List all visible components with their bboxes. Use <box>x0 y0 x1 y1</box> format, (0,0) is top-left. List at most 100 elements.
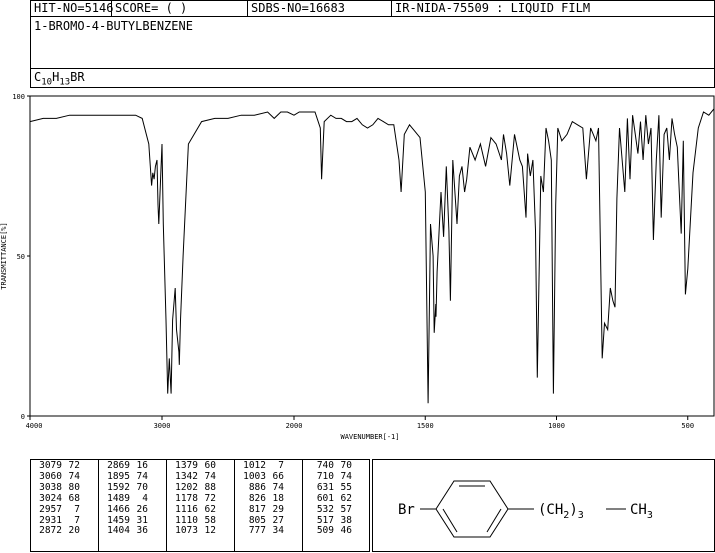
peak-wavenumber: 1489 <box>107 492 130 504</box>
peak-row: 1466 26 <box>102 503 148 516</box>
x-tick-label: 3000 <box>154 422 171 430</box>
peak-row: 710 74 <box>306 470 352 483</box>
peak-row: 886 74 <box>238 481 284 494</box>
peak-transmittance: 46 <box>340 525 352 537</box>
peak-row: 740 70 <box>306 460 352 472</box>
peak-row: 1592 70 <box>102 481 148 494</box>
peak-wavenumber: 1459 <box>107 514 130 526</box>
peak-wavenumber: 517 <box>316 514 334 526</box>
peak-wavenumber: 1202 <box>175 481 198 493</box>
ring-double-bond-2 <box>442 508 458 533</box>
peak-row: 1342 74 <box>170 470 216 483</box>
peak-wavenumber: 2957 <box>39 503 62 515</box>
peak-column: 1012 7 1003 66 886 74 826 18 817 29 805 27 777 34 <box>238 460 284 537</box>
x-tick-label: 4000 <box>26 422 43 430</box>
peak-transmittance: 18 <box>272 492 284 504</box>
ir-nida-method: IR-NIDA-75509 : LIQUID FILM <box>395 1 591 15</box>
peak-row: 3024 68 <box>34 492 80 505</box>
peak-table-sep-3 <box>234 459 235 552</box>
header-sep-3 <box>391 0 392 16</box>
peak-transmittance: 36 <box>136 525 148 537</box>
y-tick-label: 50 <box>17 253 25 261</box>
peak-transmittance: 57 <box>340 503 352 515</box>
peak-transmittance: 34 <box>272 525 284 537</box>
header-sep-2 <box>247 0 248 16</box>
peak-row: 2931 7 <box>34 514 80 527</box>
peak-row: 509 46 <box>306 526 352 537</box>
peak-transmittance: 16 <box>136 460 148 471</box>
peak-transmittance: 70 <box>136 481 148 493</box>
spectrum-line <box>29 108 715 404</box>
peak-column: 2869 16 1895 74 1592 70 1489 4 1466 26 1459 31 1404 3… <box>102 460 148 537</box>
peak-row: 2872 20 <box>34 526 80 537</box>
sdbs-number: SDBS-NO=16683 <box>251 1 345 15</box>
peak-wavenumber: 601 <box>316 492 334 504</box>
peak-wavenumber: 886 <box>248 481 266 493</box>
peak-row: 1379 60 <box>170 460 216 472</box>
score: SCORE= ( ) <box>115 1 188 15</box>
peak-wavenumber: 1895 <box>107 470 130 482</box>
peak-transmittance: 38 <box>340 514 352 526</box>
benzene-ring <box>435 480 509 538</box>
peak-transmittance: 88 <box>204 481 216 493</box>
peak-transmittance: 7 <box>278 460 284 471</box>
x-tick-label: 500 <box>681 422 694 430</box>
peak-transmittance: 66 <box>272 470 284 482</box>
peak-transmittance: 72 <box>204 492 216 504</box>
peak-transmittance: 74 <box>204 470 216 482</box>
peak-transmittance: 74 <box>68 470 80 482</box>
peak-row: 1003 66 <box>238 470 284 483</box>
peak-row: 1110 58 <box>170 514 216 527</box>
peak-wavenumber: 1003 <box>243 470 266 482</box>
peak-wavenumber: 1110 <box>175 514 198 526</box>
peak-row: 1489 4 <box>102 492 148 505</box>
peak-wavenumber: 1342 <box>175 470 198 482</box>
peak-row: 777 34 <box>238 526 284 537</box>
methyl-label: CH3 <box>630 502 653 521</box>
peak-row: 817 29 <box>238 504 284 516</box>
peak-wavenumber: 1379 <box>175 460 198 471</box>
peak-row: 517 38 <box>306 514 352 527</box>
peak-wavenumber: 1404 <box>107 525 130 537</box>
peak-column: 740 70 710 74 631 55 601 62 532 57 517 38 509 46 <box>306 460 352 537</box>
peak-wavenumber: 2872 <box>39 525 62 537</box>
peak-transmittance: 26 <box>136 503 148 515</box>
peak-row: 1178 72 <box>170 492 216 505</box>
peak-transmittance: 68 <box>68 492 80 504</box>
peak-table <box>30 459 370 552</box>
peak-row: 826 18 <box>238 492 284 505</box>
y-tick-label: 100 <box>12 93 25 101</box>
peak-transmittance: 4 <box>142 492 148 504</box>
peak-transmittance: 74 <box>340 470 352 482</box>
peak-row: 2957 7 <box>34 503 80 516</box>
peak-row: 2869 16 <box>102 460 148 472</box>
peak-transmittance: 31 <box>136 514 148 526</box>
peak-row: 3038 80 <box>34 481 80 494</box>
peak-wavenumber: 3079 <box>39 460 62 471</box>
peak-wavenumber: 509 <box>316 525 334 537</box>
peak-transmittance: 80 <box>68 481 80 493</box>
structure-diagram: Br (CH2)3 CH3 <box>398 480 653 538</box>
peak-wavenumber: 1073 <box>175 525 198 537</box>
peak-wavenumber: 777 <box>248 525 266 537</box>
peak-transmittance: 72 <box>68 460 80 471</box>
molecular-formula: C10H13BR <box>34 70 85 88</box>
peak-table-sep-2 <box>166 459 167 552</box>
peak-wavenumber: 1178 <box>175 492 198 504</box>
header-divider <box>30 16 715 17</box>
peak-transmittance: 60 <box>204 460 216 471</box>
peak-transmittance: 7 <box>74 503 80 515</box>
ring-double-bond-3 <box>486 508 502 533</box>
x-tick-label: 1000 <box>548 422 565 430</box>
peak-wavenumber: 2931 <box>39 514 62 526</box>
y-tick-label: 0 <box>21 413 25 421</box>
peak-wavenumber: 3038 <box>39 481 62 493</box>
peak-row: 601 62 <box>306 492 352 505</box>
peak-row: 631 55 <box>306 482 352 494</box>
peak-transmittance: 74 <box>272 481 284 493</box>
peak-wavenumber: 826 <box>248 492 266 504</box>
peak-row: 805 27 <box>238 515 284 527</box>
peak-wavenumber: 1012 <box>243 460 266 471</box>
bromine-label: Br <box>398 502 415 518</box>
